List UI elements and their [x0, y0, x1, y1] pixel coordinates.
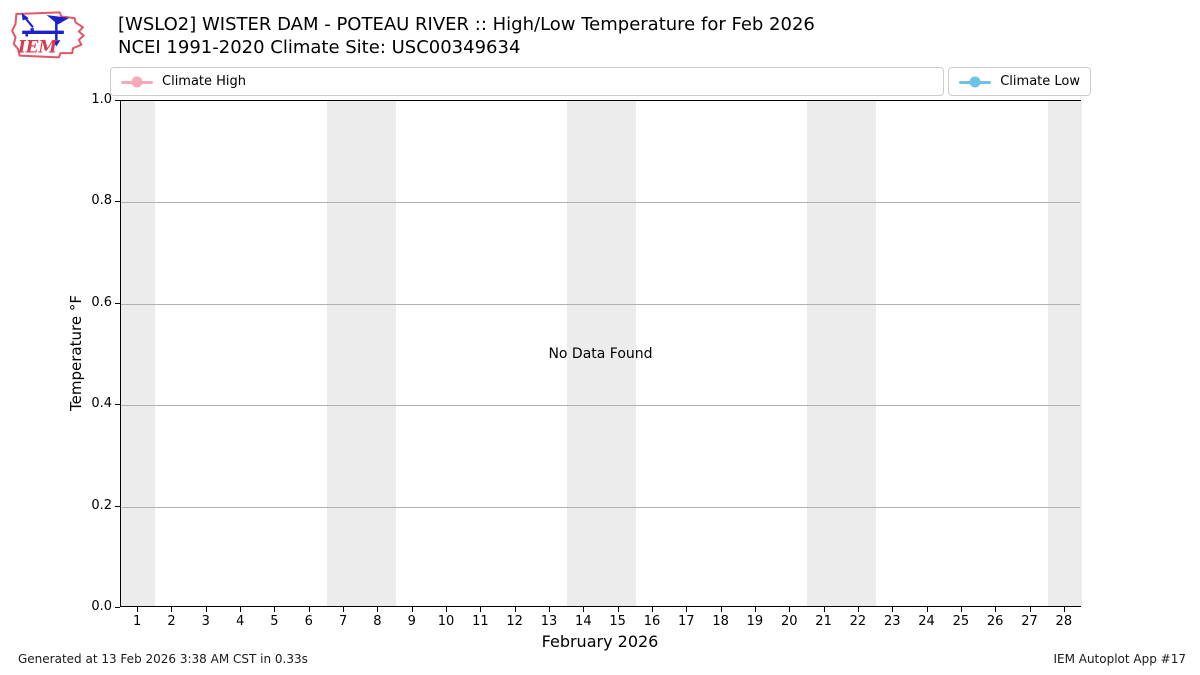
x-tick-label: 25 — [952, 614, 970, 629]
legend-box-climate-high: Climate High — [110, 67, 945, 96]
x-tick-mark — [960, 607, 962, 612]
y-tick-mark — [115, 100, 120, 101]
x-tick-label: 17 — [678, 614, 695, 629]
iem-logo: IEM — [11, 11, 85, 59]
y-tick-mark — [115, 201, 120, 203]
x-tick-label: 16 — [643, 614, 661, 629]
y-tick-label: 0.2 — [91, 497, 112, 513]
x-tick-mark — [720, 607, 722, 612]
x-tick-label: 21 — [815, 614, 832, 629]
x-tick-label: 6 — [304, 614, 313, 629]
y-tick-mark — [115, 404, 120, 406]
generated-timestamp: Generated at 13 Feb 2026 3:38 AM CST in … — [18, 652, 308, 666]
x-tick-mark — [137, 607, 139, 612]
x-axis-label: February 2026 — [541, 632, 659, 651]
x-tick-mark — [514, 607, 516, 612]
plot-area: No Data Found — [120, 100, 1082, 607]
climate-high-marker-icon — [121, 76, 153, 88]
x-tick-mark — [686, 607, 688, 612]
climate-low-marker-icon — [959, 76, 992, 88]
gridline — [121, 506, 1080, 508]
x-tick-label: 24 — [918, 614, 935, 629]
x-tick-label: 18 — [712, 614, 729, 629]
weekend-band — [121, 101, 156, 606]
gridline — [121, 303, 1080, 305]
x-tick-label: 22 — [849, 614, 867, 629]
x-tick-mark — [926, 607, 928, 612]
y-tick-label: 0.8 — [91, 193, 112, 209]
x-tick-mark — [377, 607, 379, 612]
x-tick-label: 8 — [373, 614, 382, 629]
x-tick-mark — [789, 607, 791, 612]
y-tick-mark — [115, 607, 120, 608]
x-tick-label: 26 — [986, 614, 1004, 629]
no-data-message: No Data Found — [548, 345, 653, 362]
legend-label-climate-high: Climate High — [162, 74, 247, 89]
legend-box-climate-low: Climate Low — [948, 67, 1091, 96]
x-tick-label: 23 — [883, 614, 901, 629]
y-axis-label: Temperature °F — [67, 295, 85, 411]
x-tick-mark — [617, 607, 619, 612]
x-tick-mark — [240, 607, 242, 612]
weekend-band — [326, 101, 396, 606]
x-tick-label: 2 — [167, 614, 176, 629]
x-tick-mark — [892, 607, 894, 612]
x-tick-label: 12 — [506, 614, 523, 629]
logo-iem-text: IEM — [17, 36, 57, 56]
x-tick-label: 10 — [437, 614, 455, 629]
legend: Climate High Climate Low — [110, 67, 1091, 96]
x-tick-label: 28 — [1055, 614, 1073, 629]
x-tick-label: 14 — [575, 614, 592, 629]
x-tick-mark — [274, 607, 276, 612]
x-tick-mark — [411, 607, 413, 612]
x-tick-mark — [480, 607, 482, 612]
x-tick-mark — [651, 607, 653, 612]
weekend-band — [807, 101, 877, 606]
x-tick-mark — [1063, 607, 1065, 612]
y-tick-label: 0.6 — [91, 294, 112, 310]
y-tick-mark — [115, 302, 120, 304]
x-tick-mark — [549, 607, 551, 612]
x-tick-label: 4 — [235, 614, 245, 629]
y-tick-mark — [115, 505, 120, 507]
x-tick-mark — [205, 607, 207, 612]
x-tick-label: 19 — [746, 614, 764, 629]
app-credit: IEM Autoplot App #17 — [1053, 652, 1186, 666]
x-tick-mark — [343, 607, 345, 612]
x-tick-label: 3 — [201, 614, 210, 629]
x-tick-label: 7 — [338, 614, 348, 629]
gridline — [121, 202, 1080, 204]
gridline — [121, 405, 1080, 407]
x-tick-label: 15 — [609, 614, 626, 629]
x-tick-mark — [754, 607, 756, 612]
chart-title: [WSLO2] WISTER DAM - POTEAU RIVER :: Hig… — [118, 14, 815, 35]
legend-label-climate-low: Climate Low — [1000, 74, 1080, 89]
title-block: [WSLO2] WISTER DAM - POTEAU RIVER :: Hig… — [118, 13, 815, 59]
x-tick-mark — [446, 607, 448, 612]
x-tick-label: 11 — [472, 614, 489, 629]
x-tick-label: 27 — [1021, 614, 1038, 629]
weekend-band — [567, 101, 636, 606]
weather-vane-icon — [21, 13, 70, 47]
y-tick-label: 1.0 — [91, 92, 112, 107]
y-tick-label: 0.4 — [91, 396, 112, 412]
x-tick-mark — [308, 607, 310, 612]
y-tick-label: 0.0 — [91, 599, 112, 614]
x-tick-mark — [171, 607, 173, 612]
chart-subtitle: NCEI 1991-2020 Climate Site: USC00349634 — [118, 37, 521, 58]
x-tick-mark — [857, 607, 859, 612]
x-tick-label: 1 — [133, 614, 142, 629]
x-tick-label: 9 — [407, 614, 416, 629]
x-tick-mark — [583, 607, 585, 612]
x-tick-mark — [995, 607, 997, 612]
x-tick-label: 5 — [270, 614, 279, 629]
weekend-band — [1047, 101, 1082, 606]
x-tick-label: 20 — [780, 614, 798, 629]
x-tick-mark — [1029, 607, 1031, 612]
x-tick-mark — [823, 607, 825, 612]
x-tick-label: 13 — [540, 614, 558, 629]
